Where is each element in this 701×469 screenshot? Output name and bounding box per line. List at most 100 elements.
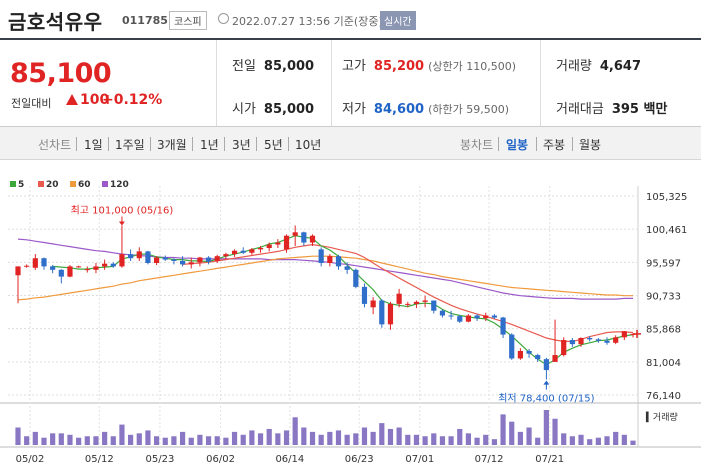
volume-bar: [162, 437, 168, 445]
divider: [331, 40, 332, 126]
candle-body: [145, 251, 151, 263]
market-badge: 코스피: [169, 11, 207, 30]
candle-body: [58, 269, 64, 277]
candle-body: [500, 317, 506, 335]
x-tick-label: 05/02: [16, 454, 45, 465]
candle-body: [526, 350, 532, 354]
volume-bar: [526, 427, 532, 445]
up-arrow-icon: [66, 94, 78, 105]
candle-body: [465, 315, 472, 322]
period-toolbar: 선차트 1일 1주일 3개월 1년 3년 5년 10년 봉차트 일봉 주봉 월봉: [0, 127, 701, 160]
period-3y[interactable]: 3년: [232, 138, 251, 152]
period-3m[interactable]: 3개월: [157, 138, 187, 152]
ma20-line: [182, 243, 634, 342]
candle-body: [275, 242, 281, 245]
volume-bar: [102, 431, 108, 445]
candle-body: [509, 334, 515, 359]
volume-bar: [595, 437, 601, 445]
volume-bar: [543, 410, 549, 445]
candle-body: [431, 300, 437, 311]
divider: [150, 137, 151, 151]
candle-body: [266, 244, 272, 248]
candle-body: [240, 250, 246, 253]
candle-body: [76, 266, 82, 268]
x-tick-label: 07/12: [475, 454, 504, 465]
volume-bar: [292, 417, 298, 445]
candle-body: [439, 310, 446, 316]
candle-body: [223, 254, 229, 257]
stock-name: 금호석유우: [8, 10, 103, 34]
volume-bar: [491, 439, 498, 445]
price-summary: 85,100 전일대비 100 +0.12% 전일 85,000 시가 85,000…: [0, 40, 701, 127]
volume-bar: [231, 431, 238, 445]
volume-label: 거래량: [556, 59, 592, 74]
period-5y[interactable]: 5년: [264, 138, 283, 152]
change-percent: +0.12%: [102, 92, 163, 108]
x-tick-label: 07/01: [405, 454, 434, 465]
change-label: 전일대비: [11, 97, 52, 110]
volume-bar: [128, 434, 134, 445]
divider: [216, 40, 217, 126]
prev-close-value: 85,000: [263, 59, 315, 74]
lower-limit: (하한가 59,500): [428, 103, 510, 116]
candle-body: [179, 260, 186, 265]
period-1d[interactable]: 1일: [84, 138, 103, 152]
candle-body: [171, 259, 177, 261]
candle-body: [93, 266, 99, 270]
candle-weekly[interactable]: 주봉: [543, 138, 566, 152]
volume-bar: [76, 437, 82, 445]
volume-bar: [413, 434, 420, 445]
volume-bar: [535, 437, 541, 445]
volume-bar: [431, 433, 437, 445]
candle-daily[interactable]: 일봉: [506, 138, 529, 152]
volume-bar: [153, 436, 160, 445]
amount-label: 거래대금: [556, 102, 604, 117]
candle-chart-label[interactable]: 봉차트: [460, 138, 494, 152]
volume-bar: [275, 433, 281, 445]
candle-body: [552, 355, 558, 362]
volume-bar: [587, 439, 593, 445]
volume-bar: [67, 434, 73, 445]
volume-bar: [197, 434, 203, 445]
candle-monthly[interactable]: 월봉: [579, 138, 602, 152]
x-tick-label: 06/23: [345, 454, 374, 465]
volume-bar: [561, 433, 567, 445]
volume-bar: [327, 431, 333, 445]
volume-bar: [387, 428, 394, 445]
volume-bar: [630, 440, 636, 445]
candle-body: [413, 301, 420, 304]
candle-body: [613, 337, 619, 343]
candle-body: [15, 266, 21, 276]
x-tick-label: 06/02: [206, 454, 235, 465]
low-stat: 저가 84,600 (하한가 59,500): [342, 98, 509, 117]
high-stat: 고가 85,200 (상한가 110,500): [342, 55, 516, 74]
divider: [540, 40, 541, 126]
legend-ma5: 5: [10, 180, 24, 190]
candle-body: [327, 256, 333, 263]
candle-body: [387, 303, 394, 325]
volume-bar: [249, 430, 255, 445]
period-1y[interactable]: 1년: [200, 138, 219, 152]
line-chart-label[interactable]: 선차트: [38, 138, 72, 152]
candle-body: [50, 266, 56, 270]
y-tick-label: 95,597: [646, 258, 681, 269]
period-10y[interactable]: 10년: [295, 138, 322, 152]
candle-body: [67, 266, 73, 277]
prev-close-stat: 전일 85,000: [232, 55, 314, 74]
volume-bar: [171, 436, 177, 445]
volume-stat: 거래량 4,647: [556, 55, 641, 74]
volume-bar: [223, 437, 229, 445]
candle-body: [569, 340, 575, 345]
volume-bar: [517, 431, 523, 445]
y-tick-label: 105,325: [646, 192, 687, 203]
period-1w[interactable]: 1주일: [115, 138, 145, 152]
candle-body: [309, 235, 316, 243]
volume-bar: [422, 436, 428, 445]
realtime-button[interactable]: 실시간: [380, 11, 416, 30]
volume-bar: [110, 436, 116, 445]
volume-bar: [214, 436, 220, 445]
volume-bar: [84, 436, 90, 445]
volume-bar: [552, 418, 558, 445]
quote-datetime: 2022.07.27 13:56 기준(장중): [232, 15, 383, 28]
